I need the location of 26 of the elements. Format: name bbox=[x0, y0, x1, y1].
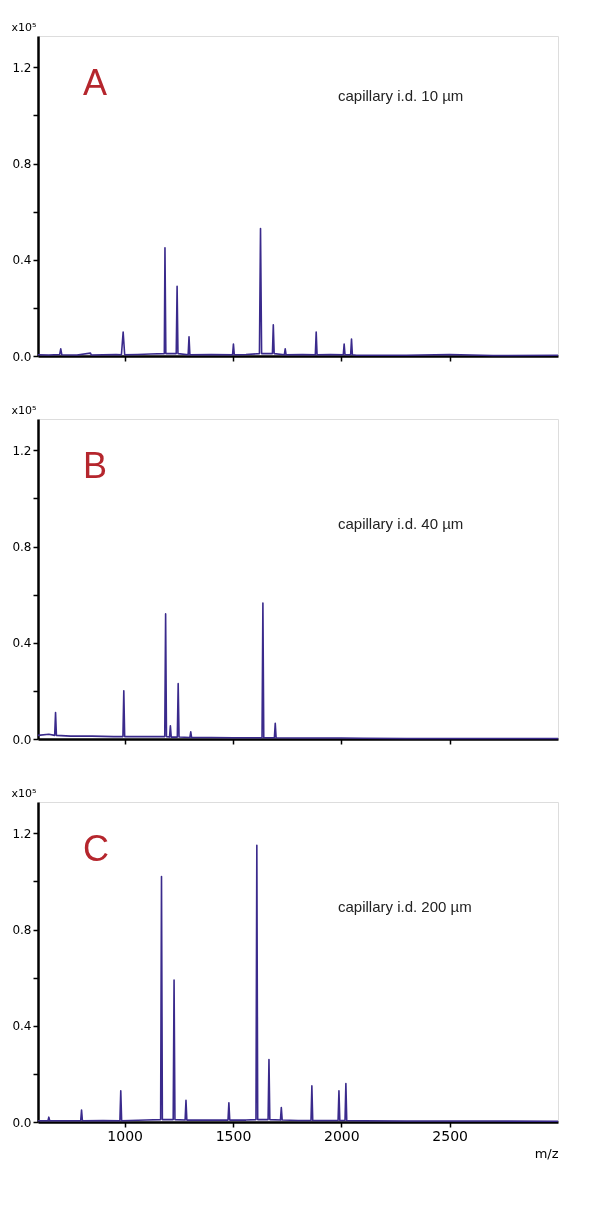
x-tick-label: 2500 bbox=[432, 1127, 468, 1144]
y-tick-label: 0.0 bbox=[12, 1115, 32, 1130]
y-axis-title: x10⁵ bbox=[11, 20, 37, 34]
x-axis-title: m/z bbox=[534, 1145, 559, 1161]
y-axis-title: x10⁵ bbox=[11, 786, 37, 800]
y-tick-label: 0.8 bbox=[12, 540, 32, 555]
x-tick-label: 2000 bbox=[324, 1127, 360, 1144]
annotation: A bbox=[83, 62, 108, 103]
annotation: capillary i.d. 200 µm bbox=[338, 898, 472, 915]
y-tick-label: 0.0 bbox=[12, 349, 32, 364]
x-tick-label: 1000 bbox=[107, 1127, 143, 1144]
x-tick-label: 1500 bbox=[215, 1127, 252, 1144]
annotation: capillary i.d. 40 µm bbox=[338, 515, 464, 532]
y-tick-label: 1.2 bbox=[12, 443, 32, 458]
y-tick-label: 0.8 bbox=[12, 157, 32, 172]
y-tick-label: 0.4 bbox=[12, 636, 32, 651]
y-tick-label: 0.4 bbox=[12, 253, 32, 268]
annotation: capillary i.d. 10 µm bbox=[338, 87, 464, 104]
y-tick-label: 1.2 bbox=[12, 826, 32, 841]
y-tick-label: 0.0 bbox=[12, 732, 32, 747]
annotation: B bbox=[83, 445, 108, 486]
y-tick-label: 0.8 bbox=[12, 923, 32, 938]
annotation: C bbox=[83, 828, 109, 869]
y-axis-title: x10⁵ bbox=[11, 403, 37, 417]
y-tick-label: 0.4 bbox=[12, 1019, 32, 1034]
y-tick-label: 1.2 bbox=[12, 60, 32, 75]
